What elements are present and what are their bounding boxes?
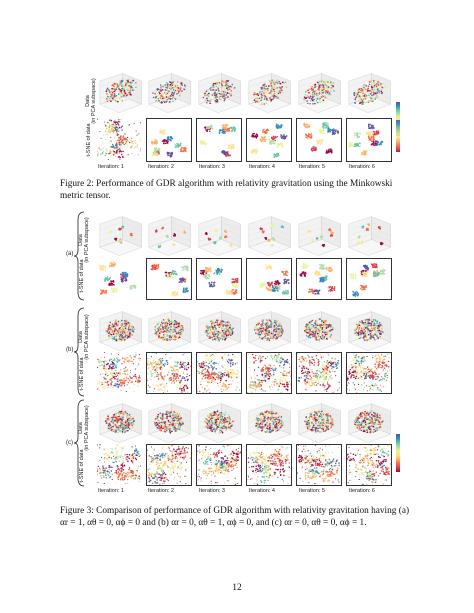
fig2-iteration-label-2: Iteration: 2 bbox=[148, 164, 174, 170]
fig3a-pca-panel-4 bbox=[248, 216, 292, 256]
fig3c-tsne-panel-4 bbox=[246, 444, 292, 486]
fig2-pca-panel-5 bbox=[298, 73, 342, 113]
fig3c-tsne-row-label: t-SNE of data bbox=[79, 449, 85, 483]
fig3a-pca-panel-5 bbox=[298, 216, 342, 256]
fig3a-tsne-panel-2 bbox=[146, 258, 192, 300]
fig2-iteration-label-6: Iteration: 6 bbox=[349, 164, 375, 170]
fig3c-pca-panel-2 bbox=[148, 403, 192, 443]
fig2-tsne-panel-1 bbox=[97, 118, 141, 160]
fig3a-tsne-panel-1 bbox=[97, 258, 141, 298]
fig3b-tsne-panel-3 bbox=[196, 352, 242, 394]
fig3a-tsne-panel-6 bbox=[346, 258, 392, 300]
fig3b-tsne-panel-2 bbox=[146, 352, 192, 394]
fig3-caption-line-1: Figure 3: Comparison of performance of G… bbox=[60, 506, 410, 516]
fig3-iteration-label-3: Iteration: 3 bbox=[199, 488, 225, 494]
fig2-pca-panel-6 bbox=[348, 73, 392, 113]
fig2-tsne-panel-6 bbox=[346, 118, 392, 162]
fig3-caption-line-2: αr = 1, αθ = 0, αϕ = 0 and (b) αr = 0, α… bbox=[60, 517, 367, 528]
fig3c-pca-panel-4 bbox=[248, 403, 292, 443]
fig3c-colorbar bbox=[396, 434, 400, 472]
fig3c-tsne-panel-1 bbox=[97, 444, 141, 484]
group-label-a: (a) bbox=[66, 251, 74, 257]
fig2-iteration-label-3: Iteration: 3 bbox=[199, 164, 225, 170]
fig2-tsne-panel-3 bbox=[196, 118, 242, 162]
fig3a-tsne-panel-3 bbox=[196, 258, 242, 300]
page-number: 12 bbox=[232, 583, 242, 593]
fig3a-pca-panel-1 bbox=[99, 216, 143, 256]
fig2-colorbar bbox=[396, 102, 400, 136]
fig3c-pca-panel-6 bbox=[348, 403, 392, 443]
fig3-caption: Figure 3: Comparison of performance of G… bbox=[60, 506, 420, 529]
fig3a-pca-panel-2 bbox=[148, 216, 192, 256]
fig3c-tsne-panel-5 bbox=[296, 444, 342, 486]
fig3c-tsne-panel-3 bbox=[196, 444, 242, 486]
fig3-iteration-label-6: Iteration: 6 bbox=[349, 488, 375, 494]
fig3c-pca-panel-3 bbox=[198, 403, 242, 443]
fig3b-pca-panel-6 bbox=[348, 311, 392, 351]
fig3b-tsne-row-label: t-SNE of data bbox=[79, 357, 85, 391]
fig3b-tsne-panel-5 bbox=[296, 352, 342, 394]
fig3a-pca-panel-6 bbox=[348, 216, 392, 256]
fig2-iteration-label-4: Iteration: 4 bbox=[249, 164, 275, 170]
fig3-iteration-label-5: Iteration: 5 bbox=[299, 488, 325, 494]
fig3b-pca-panel-2 bbox=[148, 311, 192, 351]
fig3c-tsne-panel-6 bbox=[346, 444, 392, 486]
fig3b-tsne-panel-4 bbox=[246, 352, 292, 394]
fig3b-pca-panel-3 bbox=[198, 311, 242, 351]
fig3b-tsne-panel-6 bbox=[346, 352, 392, 394]
fig2-tsne-panel-2 bbox=[146, 118, 192, 162]
fig3-iteration-label-2: Iteration: 2 bbox=[148, 488, 174, 494]
fig3a-tsne-panel-5 bbox=[296, 258, 342, 300]
fig2-pca-panel-4 bbox=[248, 73, 292, 113]
fig2-caption: Figure 2: Performance of GDR algorithm w… bbox=[60, 179, 393, 201]
fig3a-tsne-row-label: t-SNE of data bbox=[79, 259, 85, 293]
fig3a-pca-panel-3 bbox=[198, 216, 242, 256]
fig2-pca-panel-1 bbox=[99, 73, 143, 113]
fig3b-pca-panel-5 bbox=[298, 311, 342, 351]
fig2-pca-panel-3 bbox=[198, 73, 242, 113]
group-label-b: (b) bbox=[66, 347, 74, 353]
fig2-iteration-label-5: Iteration: 5 bbox=[299, 164, 325, 170]
fig3b-pca-panel-1 bbox=[99, 311, 143, 351]
fig3c-tsne-panel-2 bbox=[146, 444, 192, 486]
fig2-tsne-panel-4 bbox=[246, 118, 292, 162]
fig3c-pca-panel-1 bbox=[99, 403, 143, 443]
fig3c-pca-panel-5 bbox=[298, 403, 342, 443]
fig3a-tsne-panel-4 bbox=[246, 258, 292, 300]
group-label-c: (c) bbox=[66, 440, 73, 446]
fig2-tsne-panel-5 bbox=[296, 118, 342, 162]
fig3-iteration-label-4: Iteration: 4 bbox=[249, 488, 275, 494]
fig2-colorbar-2 bbox=[396, 120, 400, 152]
fig3b-pca-panel-4 bbox=[248, 311, 292, 351]
fig2-iteration-label-1: Iteration: 1 bbox=[98, 164, 124, 170]
fig2-pca-panel-2 bbox=[148, 73, 192, 113]
figure-2: Data (in PCA subspace) t-SNE of data Ite… bbox=[0, 0, 474, 210]
fig3b-tsne-panel-1 bbox=[97, 352, 141, 392]
fig3-iteration-label-1: Iteration: 1 bbox=[98, 488, 124, 494]
